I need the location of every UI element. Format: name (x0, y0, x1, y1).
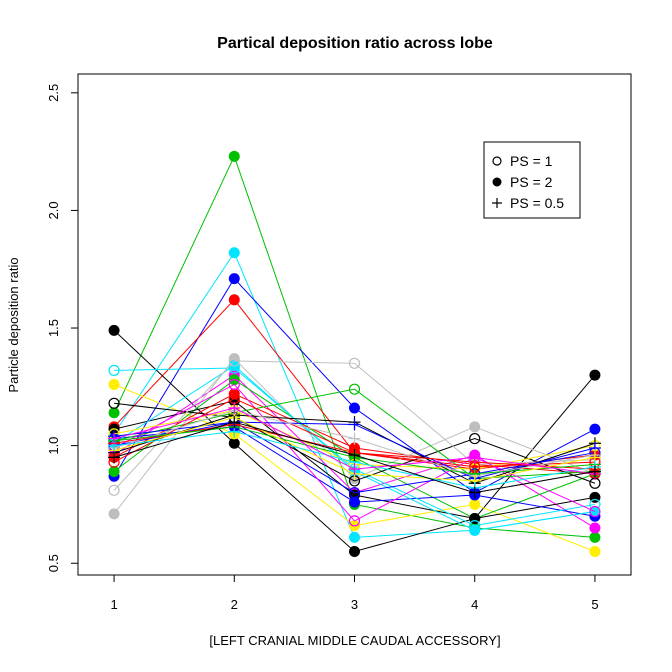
legend-entry: PS = 0.5 (492, 195, 564, 211)
series-30 (108, 416, 601, 499)
data-point (468, 486, 481, 499)
x-tick-label: 5 (591, 597, 598, 612)
data-point (228, 294, 240, 306)
data-point (349, 531, 360, 543)
data-point (228, 273, 240, 285)
y-tick-label: 1.0 (46, 437, 61, 455)
legend-label: PS = 1 (510, 153, 553, 169)
data-point (108, 466, 120, 478)
data-point (589, 505, 601, 518)
data-point (348, 357, 361, 369)
series-layer (108, 150, 601, 557)
data-point (469, 432, 481, 445)
data-point (468, 451, 481, 464)
x-tick-label: 4 (471, 597, 478, 612)
data-point (349, 496, 360, 508)
data-point (228, 416, 241, 429)
data-point (348, 487, 361, 499)
data-point (228, 402, 241, 414)
series-line (113, 421, 596, 494)
data-point (108, 324, 120, 336)
data-point (348, 418, 361, 431)
data-point (588, 465, 601, 478)
data-point (589, 531, 601, 543)
data-point (108, 397, 120, 409)
data-point (589, 498, 601, 511)
legend-box (483, 141, 581, 219)
data-point (349, 545, 360, 557)
legend: PS = 1 PS = 2 PS = 0.5 (483, 141, 581, 219)
legend-marker (492, 156, 502, 166)
data-point (108, 451, 121, 464)
data-point (228, 437, 240, 449)
data-point (108, 508, 120, 520)
chart-title: Partical deposition ratio across lobe (217, 35, 493, 52)
data-point (348, 383, 361, 395)
data-point (108, 407, 120, 419)
series-line (114, 402, 596, 484)
data-point (228, 362, 240, 374)
data-point (228, 150, 240, 162)
data-point (469, 421, 481, 433)
y-tick-label: 2.5 (46, 84, 61, 102)
y-tick-label: 0.5 (46, 554, 61, 572)
x-tick-label: 3 (351, 597, 358, 612)
data-point (228, 355, 240, 367)
legend-marker (492, 198, 502, 208)
series-line (113, 383, 596, 522)
data-point (589, 423, 601, 435)
legend-entry: PS = 2 (492, 174, 553, 190)
legend-label: PS = 0.5 (510, 195, 564, 211)
data-point (469, 498, 481, 510)
y-tick-label: 1.5 (46, 319, 61, 337)
legend-marker (492, 177, 502, 187)
x-tick-label: 2 (231, 597, 238, 612)
legend-label: PS = 2 (510, 174, 553, 190)
y-tick-label: 2.0 (46, 201, 61, 219)
data-point (589, 545, 601, 557)
y-axis-label: Particle deposition ratio (6, 257, 21, 392)
data-point (349, 402, 360, 414)
x-tick-label: 1 (110, 597, 117, 612)
series-29 (108, 402, 601, 480)
data-point (228, 247, 240, 259)
data-point (348, 463, 361, 476)
x-axis: 1 2 3 4 5 (110, 575, 599, 612)
series-15 (108, 397, 601, 489)
x-axis-label: [LEFT CRANIAL MIDDLE CAUDAL ACCESSORY] (209, 633, 500, 648)
series-line (113, 388, 595, 480)
data-point (589, 369, 601, 381)
data-point (348, 515, 361, 527)
data-point (469, 520, 481, 532)
data-point (108, 432, 121, 445)
data-point (228, 378, 240, 391)
data-point (108, 378, 120, 390)
data-point (348, 432, 361, 445)
y-axis: 0.5 1.0 1.5 2.0 2.5 (46, 84, 78, 572)
data-point (108, 484, 120, 496)
data-point (589, 522, 601, 534)
data-point (108, 364, 120, 376)
data-point (348, 449, 361, 462)
legend-entry: PS = 1 (492, 153, 553, 169)
